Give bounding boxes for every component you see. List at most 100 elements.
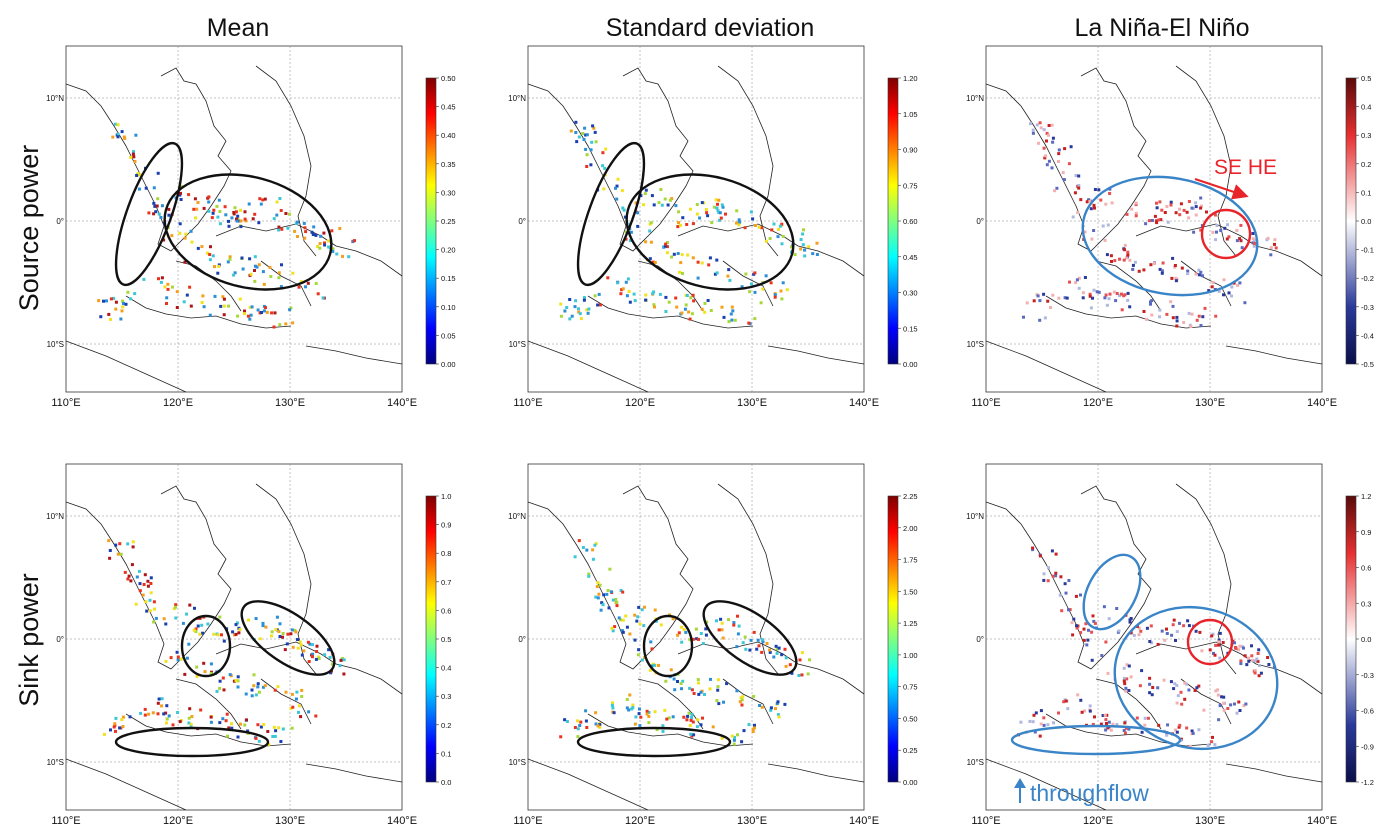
data-pixel (610, 626, 614, 630)
data-pixel (1115, 607, 1119, 610)
data-pixel (677, 631, 681, 635)
data-pixel (1171, 316, 1175, 320)
data-pixel (169, 656, 173, 660)
data-pixel (721, 205, 725, 209)
data-pixel (653, 261, 657, 264)
data-pixel (236, 214, 240, 218)
data-pixel (107, 539, 111, 543)
data-pixel (639, 194, 643, 198)
data-pixel (109, 317, 112, 321)
data-pixel (200, 245, 204, 249)
data-pixel (1169, 203, 1173, 207)
data-pixel (1109, 254, 1113, 258)
data-pixel (780, 242, 784, 246)
data-pixel (709, 677, 712, 681)
data-pixel (1140, 730, 1144, 734)
data-pixel (648, 257, 652, 261)
data-pixel (114, 307, 118, 311)
data-pixel (217, 198, 221, 202)
data-pixel (696, 678, 700, 682)
data-pixel (171, 285, 174, 289)
data-pixel (1175, 315, 1179, 319)
data-pixel (1274, 246, 1278, 250)
data-pixel (1106, 223, 1110, 227)
data-pixel (314, 657, 318, 661)
data-pixel (287, 212, 291, 216)
data-pixel (1038, 554, 1042, 558)
data-pixel (211, 211, 215, 215)
data-pixel (114, 716, 118, 720)
data-pixel (732, 738, 736, 742)
data-pixel (640, 608, 644, 612)
data-pixel (1170, 276, 1174, 280)
data-pixel (152, 620, 156, 624)
data-pixel (742, 729, 746, 733)
data-pixel (242, 312, 246, 316)
data-pixel (704, 633, 708, 637)
data-pixel (1107, 617, 1111, 621)
data-pixel (291, 271, 295, 275)
data-pixel (283, 648, 287, 652)
data-pixel (1134, 201, 1138, 205)
data-pixel (1127, 727, 1131, 731)
data-pixel (218, 721, 222, 725)
data-pixel (1102, 605, 1106, 609)
data-pixel (166, 287, 170, 291)
data-pixel (286, 632, 290, 636)
data-pixel (747, 321, 751, 325)
data-pixel (1115, 292, 1119, 295)
data-pixel (807, 245, 811, 249)
lon-tick-label: 120°E (1083, 397, 1113, 409)
data-pixel (617, 616, 621, 620)
data-pixel (722, 315, 726, 319)
data-pixel (1170, 633, 1174, 637)
data-pixel (1273, 242, 1276, 246)
data-pixel (1081, 296, 1085, 300)
data-pixel (1097, 188, 1101, 192)
data-pixel (711, 725, 715, 729)
data-pixel (262, 282, 266, 286)
data-pixel (583, 296, 586, 300)
data-pixel (663, 197, 667, 201)
data-pixel (1032, 713, 1036, 717)
data-pixel (236, 675, 240, 679)
colorbar-tick-label: 2.25 (903, 492, 918, 501)
colorbar (887, 77, 899, 365)
colorbar-tick-label: 1.20 (903, 74, 918, 83)
data-pixel (1129, 631, 1133, 635)
panel-frame (985, 463, 1323, 811)
data-pixel (1128, 258, 1132, 262)
data-pixel (1197, 273, 1201, 277)
coastline (1045, 295, 1212, 329)
data-pixel (1082, 627, 1086, 631)
colorbar (1345, 495, 1357, 783)
data-pixel (658, 292, 662, 296)
data-pixel (341, 254, 344, 258)
data-pixel (800, 651, 804, 655)
data-pixel (606, 589, 610, 592)
data-pixel (178, 720, 182, 724)
colorbar-tick-label: -0.1 (1361, 246, 1374, 255)
data-pixel (1081, 291, 1085, 295)
data-pixel (296, 220, 299, 224)
coastline (1225, 763, 1323, 783)
data-pixel (1032, 299, 1036, 303)
data-pixel (296, 235, 299, 238)
data-pixel (244, 692, 248, 696)
data-pixel (774, 707, 777, 711)
data-pixel (574, 299, 578, 303)
data-pixel (1211, 281, 1215, 284)
data-pixel (192, 628, 196, 632)
data-pixel (1157, 723, 1161, 727)
data-pixel (273, 311, 277, 315)
ellipse-blue-borneo (1082, 553, 1142, 631)
colorbar-tick-label: 0.3 (1361, 599, 1371, 608)
data-pixel (1222, 278, 1226, 282)
data-pixel (1130, 207, 1134, 211)
data-pixel (315, 644, 319, 648)
data-pixel (1111, 722, 1115, 726)
col-title-diff: La Niña-El Niño (1074, 14, 1249, 42)
data-pixel (235, 219, 239, 223)
data-pixel (279, 285, 283, 289)
